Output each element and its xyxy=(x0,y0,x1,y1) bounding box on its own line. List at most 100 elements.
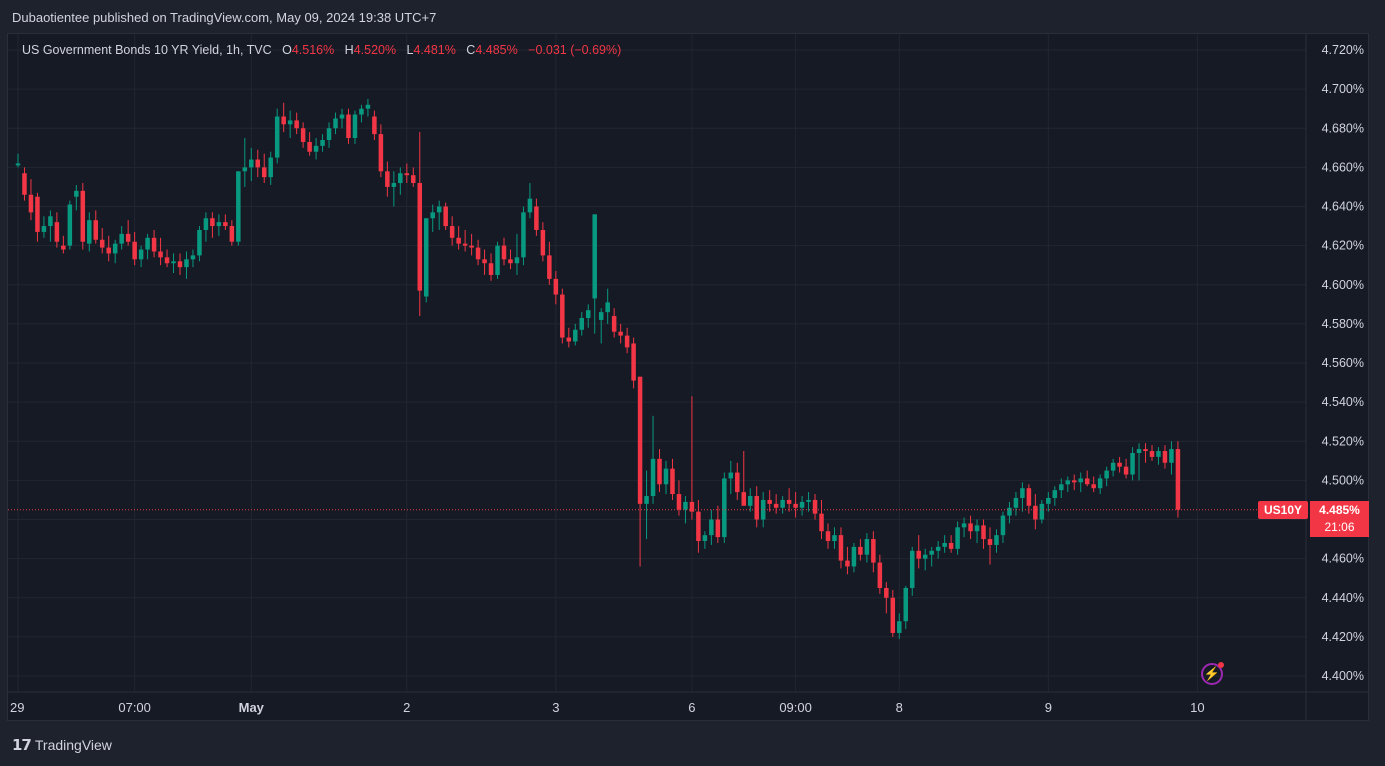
candle xyxy=(1110,458,1116,477)
candle-body xyxy=(715,519,721,538)
candle-body xyxy=(333,118,338,129)
candle xyxy=(281,102,286,133)
candle xyxy=(177,253,183,275)
price-tag: US10Y xyxy=(1258,501,1308,519)
candle xyxy=(1117,456,1122,473)
candle xyxy=(1059,478,1064,498)
candle-body xyxy=(87,220,92,244)
candle xyxy=(968,515,973,540)
candle xyxy=(1169,441,1174,475)
candle-body xyxy=(1110,462,1116,471)
candle-body xyxy=(767,499,772,504)
candle-body xyxy=(106,247,111,254)
candle xyxy=(760,492,766,528)
candle-body xyxy=(929,550,934,555)
candle xyxy=(67,200,73,250)
candle xyxy=(99,228,105,254)
time-tick-label: 2 xyxy=(403,700,410,715)
candle-body xyxy=(112,243,118,254)
candle xyxy=(566,327,572,348)
candle xyxy=(1091,476,1096,493)
candle xyxy=(423,218,429,303)
candle-body xyxy=(268,157,273,178)
candle-body xyxy=(657,458,662,485)
tradingview-logo-icon[interactable]: 𝟭𝟳 xyxy=(12,737,32,754)
candle xyxy=(93,210,99,244)
candle-body xyxy=(1091,484,1096,489)
candle-body xyxy=(294,120,299,129)
candle xyxy=(352,110,358,144)
candle-body xyxy=(1046,497,1051,504)
price-tick-label: 4.540% xyxy=(1322,395,1364,409)
candle-body xyxy=(981,525,986,540)
candle-body xyxy=(61,245,66,250)
candle-body xyxy=(631,343,636,381)
candle xyxy=(819,499,824,540)
time-tick-label: 10 xyxy=(1190,700,1204,715)
candle-body xyxy=(404,173,410,176)
footer-brand[interactable]: TradingView xyxy=(34,737,112,753)
candle xyxy=(1097,474,1103,495)
candle xyxy=(715,505,721,543)
candle-body xyxy=(54,222,60,242)
candle xyxy=(1143,443,1148,463)
candle-body xyxy=(650,458,656,497)
candle xyxy=(268,151,273,185)
candle xyxy=(1136,443,1142,481)
candle-body xyxy=(806,499,811,502)
candle-body xyxy=(741,492,747,506)
candle xyxy=(605,288,610,324)
candle xyxy=(54,212,60,248)
candle xyxy=(884,582,889,614)
candle-body xyxy=(411,175,416,184)
candle-body xyxy=(916,550,921,559)
candle xyxy=(48,210,53,242)
candle-body xyxy=(624,335,630,348)
legend-change: −0.031 (−0.69%) xyxy=(528,43,622,57)
price-tick-label: 4.660% xyxy=(1322,160,1364,174)
candle-body xyxy=(1059,484,1064,491)
candle-body xyxy=(1175,449,1181,510)
legend-low-value: 4.481% xyxy=(413,43,456,57)
candle-body xyxy=(1033,505,1038,520)
candle xyxy=(41,216,47,238)
candle-body xyxy=(1123,466,1129,475)
candle-body xyxy=(177,261,183,268)
candle-body xyxy=(436,206,442,213)
candle xyxy=(534,198,539,236)
candle-body xyxy=(326,128,332,140)
candle-body xyxy=(346,114,351,139)
candle xyxy=(747,488,753,512)
candle-body xyxy=(359,108,364,115)
candle xyxy=(333,112,338,135)
candle xyxy=(190,249,196,268)
candle-body xyxy=(352,114,358,139)
candle-body xyxy=(786,499,792,504)
candle-body xyxy=(495,245,500,275)
candle xyxy=(579,312,585,336)
candle xyxy=(391,171,397,207)
candle-body xyxy=(423,218,429,297)
price-tick-label: 4.520% xyxy=(1322,434,1364,448)
candle-body xyxy=(637,376,643,504)
candle-body xyxy=(462,243,468,246)
candle-body xyxy=(935,546,941,551)
candle xyxy=(35,192,40,242)
candle-body xyxy=(171,261,176,264)
candle-body xyxy=(1020,488,1025,498)
replay-icon[interactable]: ⚡ xyxy=(1201,663,1223,685)
candle-body xyxy=(1136,449,1142,453)
candle xyxy=(1156,447,1161,465)
candle-body xyxy=(385,171,390,187)
candle xyxy=(741,451,747,506)
candle-body xyxy=(735,472,740,493)
candle xyxy=(1046,492,1051,512)
chart-pane[interactable] xyxy=(7,33,1369,721)
candle xyxy=(404,163,410,184)
candle-body xyxy=(242,167,248,172)
candle xyxy=(540,222,546,262)
candle-body xyxy=(151,237,157,252)
candle xyxy=(585,304,591,328)
candle-body xyxy=(663,468,669,485)
